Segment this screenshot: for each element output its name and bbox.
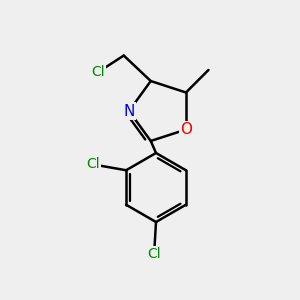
Text: Cl: Cl — [92, 65, 105, 79]
Text: Cl: Cl — [86, 157, 100, 171]
Text: Cl: Cl — [148, 247, 161, 261]
Text: O: O — [180, 122, 192, 137]
Text: N: N — [123, 103, 135, 118]
